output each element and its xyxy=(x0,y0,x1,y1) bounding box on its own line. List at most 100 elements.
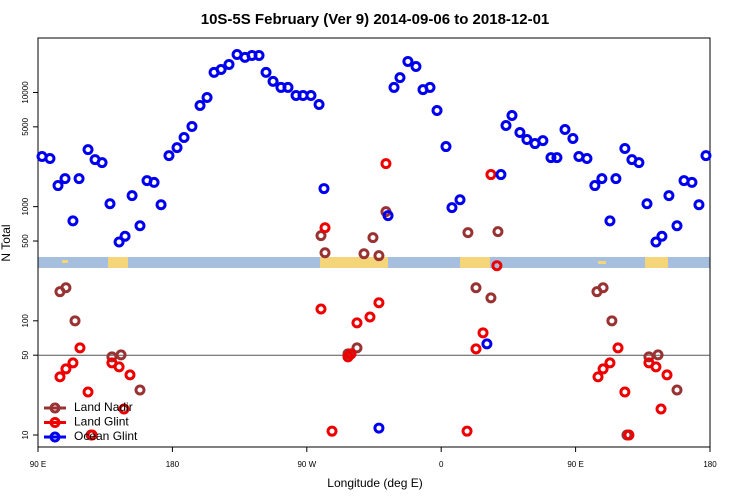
point xyxy=(382,210,394,222)
point xyxy=(319,222,331,234)
point xyxy=(96,157,108,169)
x-tick-label: 0 xyxy=(439,460,444,469)
legend-label: Land Glint xyxy=(74,415,129,429)
point xyxy=(470,343,482,355)
point xyxy=(194,99,206,111)
point xyxy=(641,198,653,210)
y-tick-label: 50 xyxy=(21,350,30,359)
point xyxy=(305,89,317,101)
point xyxy=(514,127,526,139)
point xyxy=(373,422,385,434)
point xyxy=(155,199,167,211)
point xyxy=(650,361,662,373)
point xyxy=(126,190,138,202)
point xyxy=(60,282,72,294)
point xyxy=(485,292,497,304)
point xyxy=(410,60,422,72)
point xyxy=(559,123,571,135)
point xyxy=(380,158,392,170)
point xyxy=(134,384,146,396)
point xyxy=(477,327,489,339)
point xyxy=(113,236,125,248)
point xyxy=(201,91,213,103)
point xyxy=(454,194,466,206)
point xyxy=(223,58,235,70)
y-tick-label: 100 xyxy=(21,314,30,328)
point xyxy=(440,141,452,153)
point xyxy=(604,357,616,369)
point xyxy=(171,142,183,154)
point xyxy=(470,282,482,294)
point xyxy=(163,150,175,162)
point xyxy=(491,260,503,272)
point xyxy=(82,386,94,398)
point xyxy=(67,357,79,369)
point xyxy=(148,176,160,188)
legend-label: Ocean Glint xyxy=(74,429,138,443)
y-tick-label: 5000 xyxy=(21,117,30,135)
point xyxy=(655,403,667,415)
point xyxy=(260,66,272,78)
point xyxy=(178,132,190,144)
point xyxy=(60,363,72,375)
point xyxy=(104,198,116,210)
point xyxy=(67,215,79,227)
point xyxy=(315,230,327,242)
point xyxy=(373,297,385,309)
point xyxy=(282,81,294,93)
point xyxy=(652,349,664,361)
point xyxy=(596,173,608,185)
point xyxy=(700,150,712,162)
legend-marker xyxy=(49,402,61,414)
point xyxy=(551,152,563,164)
point xyxy=(581,153,593,165)
point xyxy=(315,303,327,315)
point xyxy=(119,230,131,242)
point xyxy=(82,144,94,156)
y-tick-label: 1000 xyxy=(21,197,30,215)
point xyxy=(446,202,458,214)
point xyxy=(124,369,136,381)
point xyxy=(402,55,414,67)
point xyxy=(650,236,662,248)
point xyxy=(59,173,71,185)
point xyxy=(461,425,473,437)
point xyxy=(592,371,604,383)
point xyxy=(589,180,601,192)
point xyxy=(686,176,698,188)
point xyxy=(52,180,64,192)
point xyxy=(351,317,363,329)
point xyxy=(318,183,330,195)
point xyxy=(495,169,507,181)
point xyxy=(597,363,609,375)
point xyxy=(606,315,618,327)
point xyxy=(492,226,504,238)
point xyxy=(612,342,624,354)
point xyxy=(671,220,683,232)
point xyxy=(358,248,370,260)
point xyxy=(633,157,645,169)
point xyxy=(485,169,497,181)
point xyxy=(661,369,673,381)
point xyxy=(388,81,400,93)
point xyxy=(462,227,474,239)
point xyxy=(215,63,227,75)
point xyxy=(267,75,279,87)
point xyxy=(567,133,579,145)
point xyxy=(431,105,443,117)
point xyxy=(481,338,493,350)
point xyxy=(115,349,127,361)
plot-frame xyxy=(37,37,711,448)
legend-marker xyxy=(49,431,61,443)
point xyxy=(610,173,622,185)
point xyxy=(373,250,385,262)
point xyxy=(186,120,198,132)
point xyxy=(424,81,436,93)
point xyxy=(506,109,518,121)
point xyxy=(367,232,379,244)
point xyxy=(364,311,376,323)
point xyxy=(134,220,146,232)
x-tick-label: 90 E xyxy=(30,460,46,469)
point xyxy=(313,98,325,110)
